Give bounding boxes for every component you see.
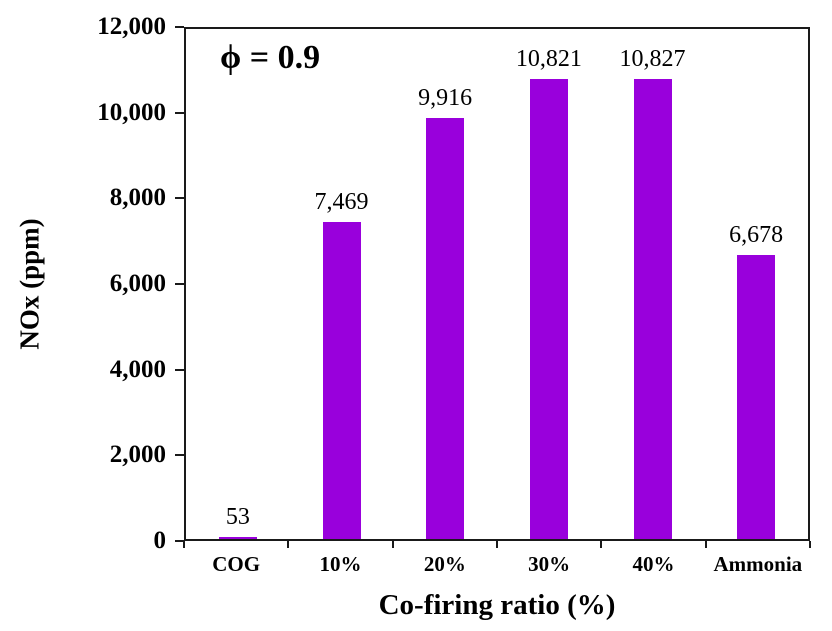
y-tick-mark bbox=[175, 111, 184, 114]
x-tick-mark bbox=[496, 541, 498, 548]
y-tick-mark bbox=[175, 454, 184, 457]
x-axis-title: Co-firing ratio (%) bbox=[378, 589, 616, 621]
y-tick-label: 12,000 bbox=[97, 13, 166, 40]
y-tick-label: 10,000 bbox=[97, 98, 166, 126]
y-tick-mark bbox=[175, 26, 184, 28]
bars-container: 53 7,469 9,916 10,821 10,827 6,678 bbox=[186, 29, 808, 539]
bar-value-label-40: 10,827 bbox=[619, 45, 686, 72]
plot-area: 53 7,469 9,916 10,821 10,827 6,678 ϕ = 0.9 bbox=[184, 27, 810, 541]
x-axis: COG 10% 20% 30% 40% Ammonia bbox=[183, 541, 811, 583]
x-tick-label-30: 30% bbox=[528, 552, 571, 576]
x-tick-mark bbox=[600, 541, 603, 548]
y-tick-label: 0 bbox=[153, 527, 167, 554]
x-tick-mark bbox=[287, 541, 290, 548]
x-tick-mark bbox=[809, 541, 811, 548]
bar-10 bbox=[322, 221, 361, 539]
x-tick-mark bbox=[704, 541, 707, 548]
bar-ammonia bbox=[737, 255, 776, 539]
y-tick-mark bbox=[175, 540, 184, 542]
bar-value-label-20: 9,916 bbox=[418, 84, 473, 111]
x-tick-mark bbox=[391, 541, 394, 548]
x-tick-label-ammonia: Ammonia bbox=[713, 552, 803, 576]
x-tick-mark bbox=[183, 541, 185, 548]
y-tick-label: 4,000 bbox=[109, 355, 166, 383]
bar-value-label-ammonia: 6,678 bbox=[729, 222, 784, 249]
bar-40 bbox=[633, 78, 672, 539]
x-tick-label-40: 40% bbox=[632, 552, 675, 576]
y-tick-mark bbox=[175, 197, 184, 200]
x-tick-label-20: 20% bbox=[423, 552, 466, 576]
bar-value-label-30: 10,821 bbox=[515, 46, 582, 73]
phi-annotation: ϕ = 0.9 bbox=[220, 39, 321, 76]
y-axis: 0 2,000 4,000 6,000 8,000 10,000 12,000 bbox=[0, 13, 184, 554]
x-tick-label-10: 10% bbox=[319, 552, 362, 576]
bar-value-label-10: 7,469 bbox=[314, 188, 369, 215]
y-tick-label: 2,000 bbox=[109, 441, 166, 469]
y-tick-mark bbox=[175, 368, 184, 371]
y-tick-label: 6,000 bbox=[109, 270, 166, 297]
bar-cog bbox=[218, 536, 257, 539]
bar-30 bbox=[529, 79, 568, 539]
y-tick-mark bbox=[175, 283, 184, 285]
x-tick-label-cog: COG bbox=[212, 552, 261, 576]
bar-20 bbox=[426, 117, 465, 539]
y-tick-label: 8,000 bbox=[109, 184, 166, 212]
bar-value-label-cog: 53 bbox=[225, 503, 250, 530]
